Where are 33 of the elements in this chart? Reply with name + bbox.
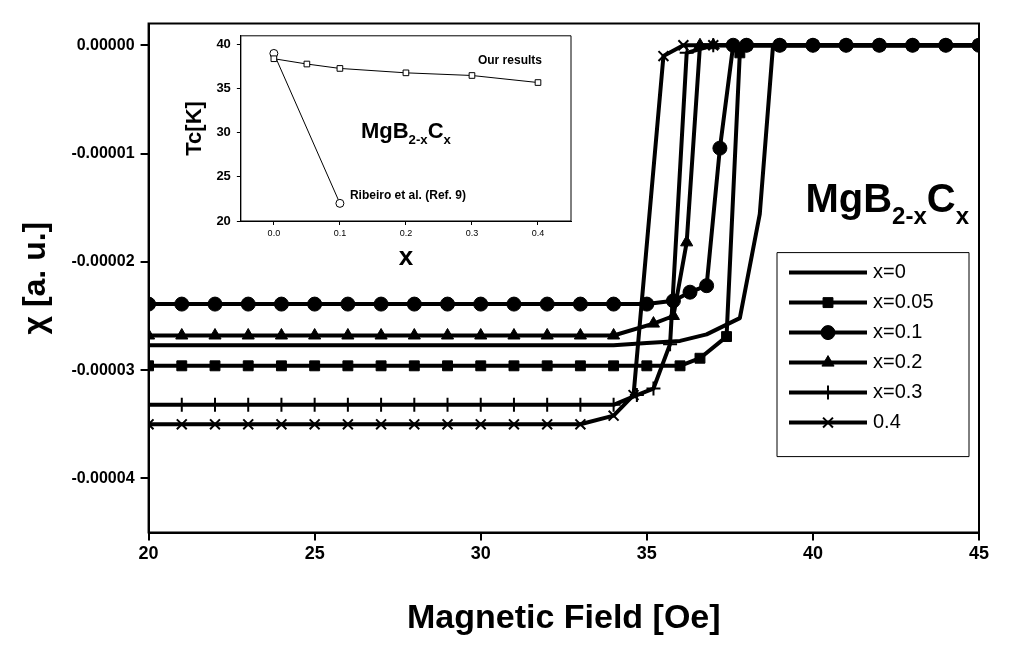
x-tick-label: 0.1 [333,227,347,238]
y-tick-label: 30 [216,124,231,140]
y-tick-label: 35 [216,80,231,96]
y-axis-title: χ [a. u.] [16,221,53,335]
y-tick-label: 0.00000 [76,35,135,53]
legend-label: 0.4 [873,410,901,433]
x-tick-label: 0.3 [465,227,479,238]
legend-label: x=0.1 [873,320,923,343]
y-tick-label: 25 [216,168,231,184]
x-tick-label: 45 [968,543,990,564]
y-tick-label: -0.00001 [71,143,135,161]
x-tick-label: 25 [304,543,325,564]
y-tick-label: -0.00002 [71,252,135,270]
y-tick-label: 40 [216,36,231,52]
y-axis-title: Tc[K] [181,101,207,156]
y-tick-label: -0.00004 [71,468,135,486]
legend-label: x=0 [873,260,906,283]
legend-label: x=0.3 [873,380,923,403]
y-tick-label: 20 [216,212,231,228]
x-tick-label: 20 [138,543,159,564]
x-axis-title: x [398,240,414,271]
x-tick-label: 40 [802,543,823,564]
series-label: Ribeiro et al. (Ref. 9) [349,187,466,202]
x-tick-label: 0.4 [531,227,545,238]
legend-label: x=0.2 [873,350,923,373]
y-tick-label: -0.00003 [71,360,135,378]
x-tick-label: 30 [470,543,491,564]
x-axis-title: Magnetic Field [Oe] [406,596,721,635]
legend-label: x=0.05 [873,290,934,313]
series-label: Our results [477,52,543,67]
x-tick-label: 0.0 [267,227,281,238]
x-tick-label: 0.2 [399,227,413,238]
x-tick-label: 35 [636,543,657,564]
